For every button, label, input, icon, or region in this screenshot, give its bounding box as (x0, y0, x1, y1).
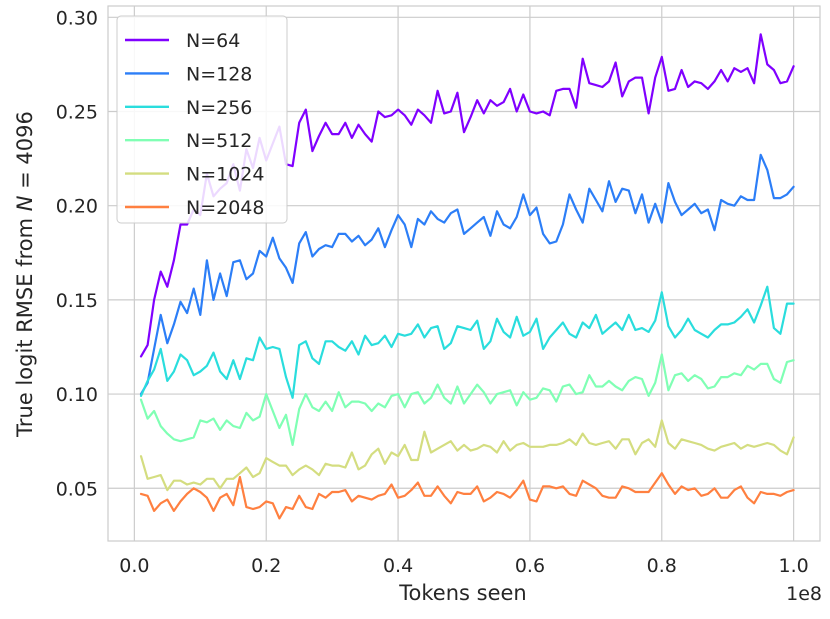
y-axis-label-suffix: = 4096 (13, 111, 37, 195)
x-tick-label: 0.2 (251, 555, 281, 577)
x-axis-label: Tokens seen (398, 581, 526, 605)
legend-box (116, 15, 288, 224)
legend-label: N=128 (186, 63, 252, 85)
y-tick-labels: 0.05 0.10 0.15 0.20 0.25 0.30 (56, 7, 98, 500)
x-tick-label: 1.0 (779, 555, 809, 577)
series-line-n-128 (139, 153, 795, 396)
y-tick-label: 0.25 (56, 101, 98, 123)
legend-label: N=512 (186, 130, 252, 152)
x-tick-label: 0.4 (383, 555, 413, 577)
x-axis-offset-label: 1e8 (786, 583, 822, 605)
series-line-n-2048 (139, 472, 795, 520)
legend: N=64 N=128 N=256 N=512 N=1024 N=2048 (116, 15, 288, 224)
series-line-n-512 (139, 353, 795, 446)
plot-frame (107, 5, 821, 542)
x-tick-labels: 0.0 0.2 0.4 0.6 0.8 1.0 (119, 555, 808, 577)
series-lines (139, 33, 795, 520)
y-tick-label: 0.20 (56, 196, 98, 218)
y-axis-label: True logit RMSE from N = 4096 (13, 111, 37, 438)
y-tick-label: 0.15 (56, 290, 98, 312)
x-tick-label: 0.0 (119, 555, 149, 577)
y-tick-label: 0.05 (56, 478, 98, 500)
grid (108, 6, 820, 541)
x-tick-label: 0.6 (515, 555, 545, 577)
legend-label: N=64 (186, 30, 240, 52)
x-tick-label: 0.8 (647, 555, 677, 577)
y-axis-label-prefix: True logit RMSE from (13, 211, 37, 438)
legend-items: N=64 N=128 N=256 N=512 N=1024 N=2048 (125, 30, 265, 219)
legend-label: N=1024 (186, 164, 265, 186)
y-tick-label: 0.10 (56, 384, 98, 406)
series-line-n-256 (139, 285, 795, 399)
legend-label: N=2048 (186, 197, 265, 219)
y-tick-label: 0.30 (56, 7, 98, 29)
y-axis-label-variable: N (13, 195, 37, 211)
legend-label: N=256 (186, 97, 252, 119)
series-line-n-1024 (139, 419, 795, 492)
